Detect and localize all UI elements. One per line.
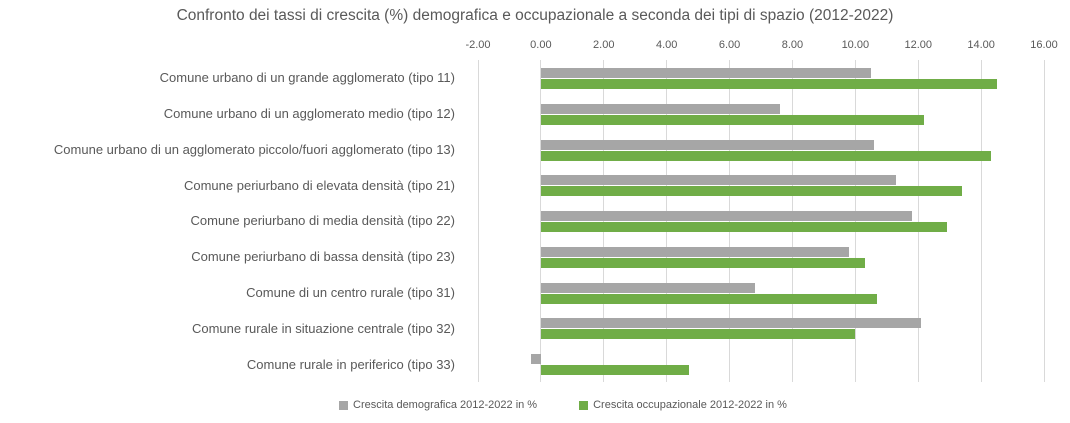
category-label: Comune rurale in periferico (tipo 33) [246,356,455,372]
legend-item-demografica: Crescita demografica 2012-2022 in % [339,399,537,411]
bar-occupazionale-tipo-7 [540,293,878,304]
bar-occupazionale-tipo-6 [540,257,865,268]
x-tick-label: 4.00 [655,39,678,51]
legend-label: Crescita occupazionale 2012-2022 in % [593,399,787,411]
x-tick-label: 12.00 [904,39,932,51]
x-axis-ticks: -2.00 0.00 2.00 4.00 6.00 8.00 10.00 12.00 14.00… [465,39,1057,54]
gridline--2.00 [477,60,479,382]
gridline-12.00 [917,60,919,382]
bar-demografica-tipo-9 [531,354,541,365]
bar-occupazionale-tipo-2 [540,114,925,125]
category-label: Comune urbano di un agglomerato piccolo/… [53,141,455,157]
bar-occupazionale-tipo-9 [540,365,689,376]
x-tick-label: 2.00 [593,39,615,51]
category-label: Comune di un centro rurale (tipo 31) [246,284,455,300]
bar-demografica-tipo-6 [540,246,850,257]
chart-title: Confronto dei tassi di crescita (%) demo… [176,7,894,24]
gridline-16.00 [1043,60,1045,382]
bar-demografica-tipo-2 [540,103,780,114]
bar-demografica-tipo-1 [540,68,872,78]
bar-occupazionale-tipo-5 [540,222,947,233]
plot-area [477,60,1045,382]
category-label: Comune rurale in situazione centrale (ti… [191,320,455,336]
category-label: Comune periurbano di elevata densità (ti… [183,177,455,193]
x-tick-label: 16.00 [1030,39,1058,51]
legend-label: Crescita demografica 2012-2022 in % [353,399,538,411]
bar-demografica-tipo-8 [540,318,922,329]
bar-demografica-tipo-4 [540,175,897,186]
legend-swatch-demografica [339,400,349,410]
x-tick-label: 6.00 [718,39,741,51]
bar-demografica-tipo-7 [540,282,755,293]
category-label: Comune periurbano di media densità (tipo… [190,213,456,229]
bar-occupazionale-tipo-4 [540,186,963,197]
x-tick-label: 10.00 [841,39,870,51]
category-label: Comune urbano di un agglomerato medio (t… [163,106,455,122]
bar-occupazionale-tipo-3 [540,150,991,161]
legend-swatch-occupazionale [579,400,589,410]
category-axis-labels: Comune urbano di un grande agglomerato (… [0,60,455,382]
x-tick-label: 0.00 [530,39,552,51]
bar-demografica-tipo-5 [540,211,912,222]
legend: Crescita demografica 2012-2022 in % Cresc… [0,399,1070,411]
bar-demografica-tipo-3 [540,139,875,150]
category-label: Comune periurbano di bassa densità (tipo… [191,249,455,265]
legend-item-occupazionale: Crescita occupazionale 2012-2022 in % [579,399,787,411]
bar-occupazionale-tipo-8 [540,329,856,340]
category-label: Comune urbano di un grande agglomerato (… [159,70,455,86]
bar-occupazionale-tipo-1 [540,79,997,89]
x-tick-label: 14.00 [967,39,995,51]
gridline-14.00 [980,60,982,382]
x-tick-label: 8.00 [781,39,804,51]
x-tick-label: -2.00 [465,39,491,51]
